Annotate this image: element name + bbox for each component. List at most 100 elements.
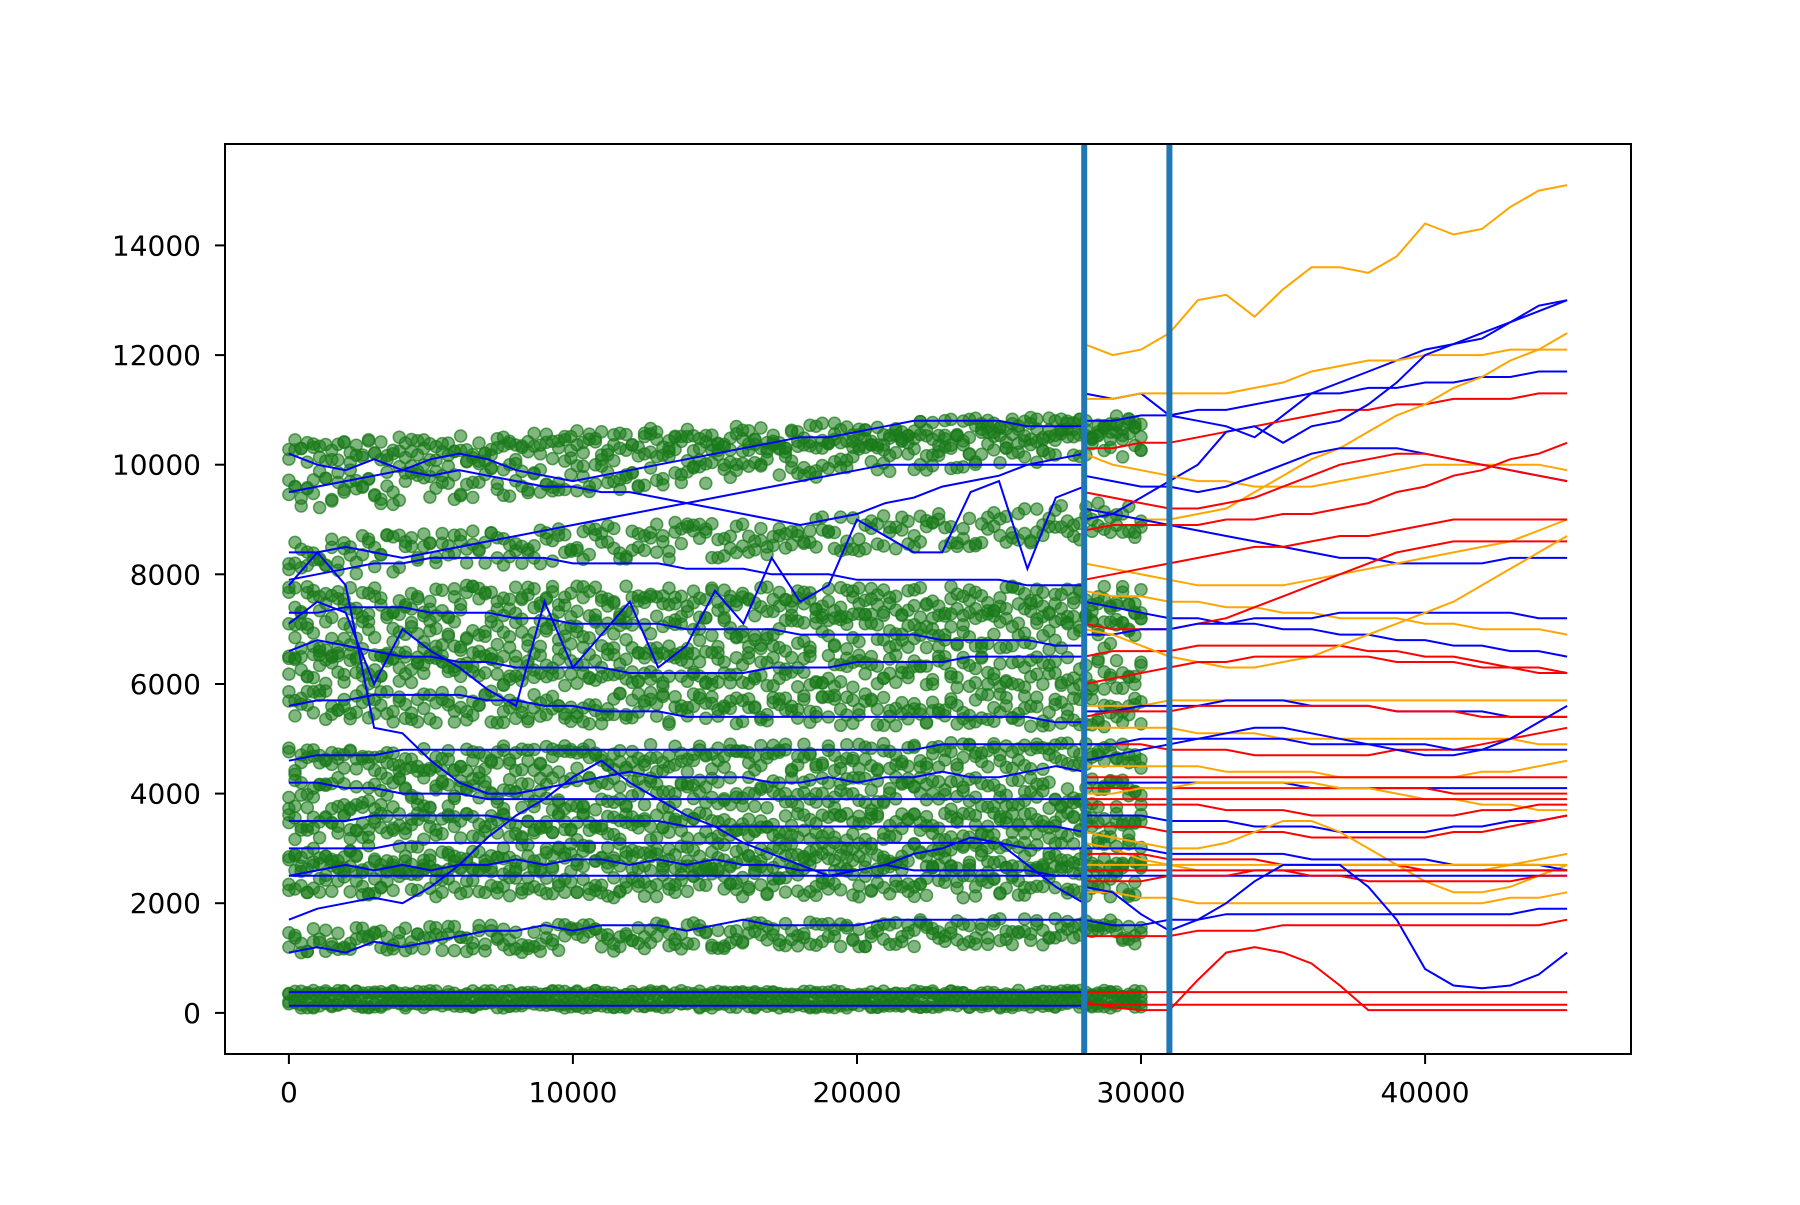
scatter-point [294, 499, 308, 513]
scatter-point [784, 837, 799, 851]
scatter-point [944, 736, 958, 750]
scatter-point [993, 657, 1007, 671]
scatter-point [527, 582, 541, 596]
scatter-point [821, 628, 836, 643]
scatter-point [680, 765, 695, 779]
scatter-point [846, 680, 860, 694]
scatter-point [478, 666, 492, 680]
scatter-point [435, 885, 449, 900]
scatter-point [944, 441, 958, 455]
scatter-point [938, 432, 952, 446]
scatter-point [325, 494, 339, 508]
x-tick-label: 10000 [528, 1076, 617, 1109]
x-tick-label: 20000 [812, 1076, 901, 1109]
scatter-point [521, 485, 535, 500]
scatter-point [423, 594, 437, 609]
scatter-point [962, 862, 977, 877]
scatter-point [441, 778, 456, 792]
scatter-point [754, 521, 768, 536]
scatter-point [889, 589, 903, 603]
scatter-point [962, 918, 977, 933]
scatter-point [367, 581, 382, 595]
scatter-point [938, 875, 952, 890]
scatter-point [423, 848, 437, 863]
scatter-point [870, 809, 885, 824]
scatter-point [600, 840, 615, 855]
y-tick-label: 14000 [112, 229, 201, 262]
scatter-point [1103, 636, 1118, 651]
scatter-point [907, 442, 921, 456]
scatter-point [637, 478, 652, 493]
scatter-point [398, 921, 413, 935]
scatter-point [950, 680, 964, 695]
scatter-point [931, 821, 946, 835]
scatter-point [453, 603, 468, 617]
scatter-point [1060, 702, 1075, 717]
scatter-point [582, 631, 597, 645]
scatter-point [643, 531, 658, 545]
scatter-point [1091, 654, 1105, 669]
scatter-point [404, 675, 419, 690]
scatter-point [1054, 498, 1069, 513]
scatter-point [331, 926, 345, 941]
scatter-point [539, 871, 554, 885]
scatter-point [527, 426, 541, 441]
scatter-point [349, 848, 364, 862]
scatter-point [987, 714, 1001, 728]
scatter-point [784, 454, 799, 468]
scatter-point [447, 615, 462, 629]
scatter-point [931, 507, 946, 521]
scatter-point [858, 542, 872, 556]
scatter-point [760, 800, 774, 815]
scatter-point [913, 427, 928, 442]
scatter-point [649, 609, 664, 623]
scatter-point [502, 888, 517, 903]
scatter-point [852, 581, 866, 595]
scatter-point [741, 812, 756, 826]
scatter-point [515, 556, 529, 570]
scatter-point [1134, 612, 1148, 626]
scatter-point [625, 618, 639, 632]
scatter-point [797, 616, 811, 630]
scatter-point [521, 711, 535, 726]
scatter-point [545, 825, 560, 840]
scatter-point [472, 436, 486, 450]
scatter-point [956, 750, 970, 765]
scatter-point [1011, 422, 1026, 437]
scatter-point [1134, 443, 1148, 458]
scatter-point [551, 666, 566, 680]
scatter-point [760, 580, 774, 594]
scatter-point [331, 826, 345, 840]
scatter-point [282, 667, 296, 681]
scatter-point [968, 661, 983, 676]
scatter-point [870, 762, 885, 776]
scatter-point [876, 690, 891, 705]
scatter-point [312, 500, 327, 515]
scatter-point [938, 650, 952, 664]
scatter-point [993, 591, 1007, 605]
scatter-point [901, 759, 915, 774]
scatter-point [576, 859, 590, 874]
scatter-point [913, 702, 928, 717]
scatter-point [619, 427, 633, 442]
scatter-point [1017, 502, 1032, 516]
scatter-point [741, 651, 756, 665]
scatter-point [1115, 860, 1130, 875]
scatter-point [318, 471, 333, 485]
scatter-point [1128, 420, 1142, 435]
scatter-point [944, 412, 958, 427]
scatter-point [306, 626, 321, 640]
scatter-point [907, 598, 921, 613]
scatter-point [649, 425, 664, 439]
scatter-point [735, 517, 750, 531]
scatter-point [699, 476, 713, 491]
scatter-point [815, 416, 830, 431]
scatter-point [711, 775, 725, 789]
scatter-point [1017, 450, 1032, 464]
scatter-point [1011, 773, 1026, 788]
scatter-point [466, 490, 480, 505]
scatter-point [570, 541, 584, 555]
scatter-point [870, 774, 885, 788]
scatter-point [325, 540, 339, 555]
scatter-point [1134, 520, 1148, 534]
